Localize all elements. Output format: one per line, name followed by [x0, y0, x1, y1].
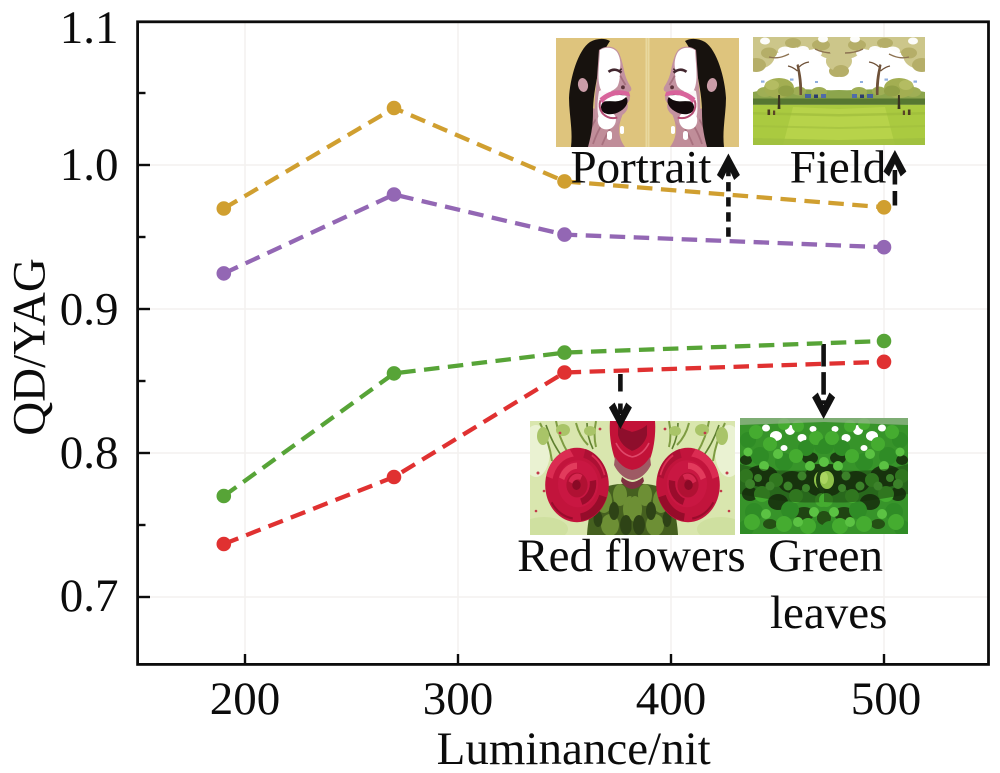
svg-text:Field: Field [790, 142, 887, 194]
svg-text:1.0: 1.0 [60, 139, 119, 191]
svg-text:0.9: 0.9 [60, 284, 119, 336]
svg-text:400: 400 [636, 673, 707, 725]
svg-text:0.7: 0.7 [60, 570, 119, 622]
svg-text:Luminance/nit: Luminance/nit [437, 723, 711, 773]
svg-text:QD/YAG: QD/YAG [4, 258, 56, 436]
svg-text:200: 200 [210, 673, 281, 725]
svg-text:500: 500 [851, 673, 922, 725]
svg-text:leaves: leaves [770, 587, 887, 639]
svg-text:Green: Green [768, 530, 883, 582]
svg-text:300: 300 [423, 673, 494, 725]
svg-text:Red flowers: Red flowers [517, 530, 745, 582]
svg-text:0.8: 0.8 [60, 427, 119, 479]
svg-text:1.1: 1.1 [60, 2, 119, 54]
svg-text:Portrait: Portrait [571, 142, 712, 194]
